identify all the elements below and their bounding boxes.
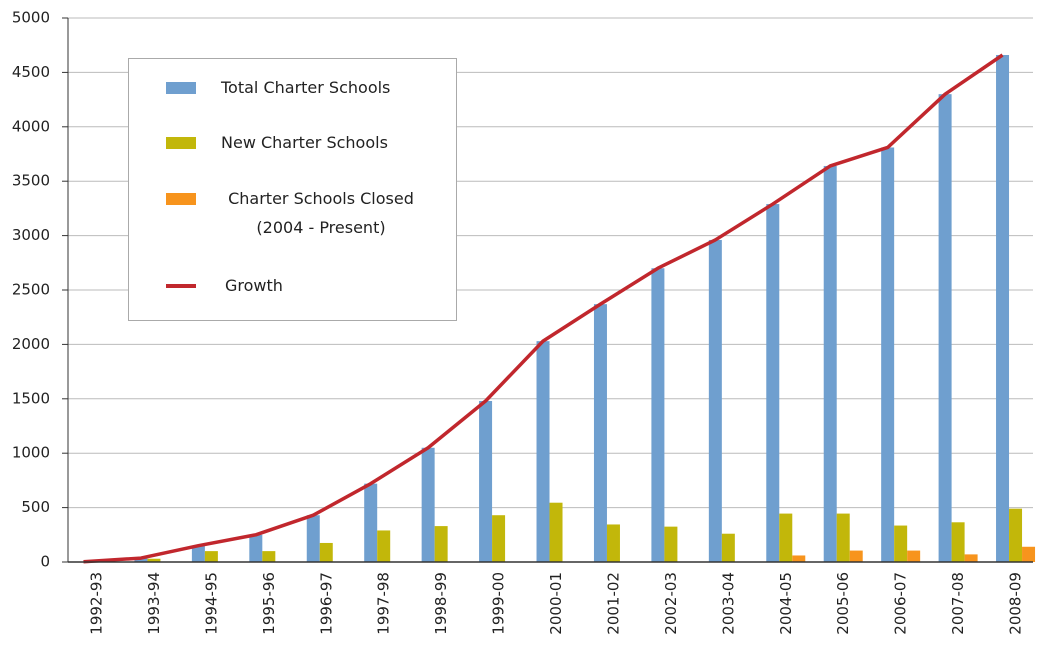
x-tick-label: 2001-02	[604, 572, 622, 635]
bar	[907, 550, 921, 562]
bar	[134, 558, 148, 562]
bar	[549, 502, 563, 562]
bar	[249, 534, 263, 562]
bar	[364, 483, 378, 562]
x-tick-label: 2006-07	[892, 572, 910, 635]
legend-label: Charter Schools Closed (2004 - Present)	[228, 189, 414, 237]
x-tick-label: 2008-09	[1007, 572, 1025, 635]
legend-label: Growth	[225, 276, 283, 295]
y-tick-label: 2500	[12, 281, 50, 299]
y-tick-label: 1500	[12, 389, 50, 407]
bar	[434, 526, 448, 562]
y-tick-label: 4500	[12, 63, 50, 81]
bar	[536, 341, 550, 562]
bar	[606, 524, 620, 562]
bar	[938, 94, 952, 562]
bar	[204, 551, 218, 562]
bar	[836, 513, 850, 562]
bar	[792, 555, 806, 562]
y-tick-label: 500	[21, 498, 50, 516]
legend-swatch	[166, 82, 196, 94]
x-tick-label: 2000-01	[547, 572, 565, 635]
bar	[964, 554, 978, 562]
bar	[262, 551, 276, 562]
bar	[1022, 546, 1036, 562]
bar	[708, 239, 722, 562]
x-tick-label: 1993-94	[145, 572, 163, 635]
legend-swatch	[166, 137, 196, 149]
legend-swatch	[166, 284, 196, 288]
x-tick-label: 1995-96	[260, 572, 278, 635]
y-tick-label: 3500	[12, 172, 50, 190]
x-tick-label: 2004-05	[777, 572, 795, 635]
bar	[191, 545, 205, 562]
growth-line	[83, 53, 1004, 564]
y-tick-label: 1000	[12, 444, 50, 462]
bar	[894, 525, 908, 562]
x-tick-label: 1992-93	[88, 572, 106, 635]
x-tick-label: 1997-98	[375, 572, 393, 635]
bar	[421, 447, 435, 562]
x-tick-label: 2002-03	[662, 572, 680, 635]
y-tick-label: 4000	[12, 117, 50, 135]
bar	[147, 558, 161, 562]
bar	[664, 526, 678, 562]
x-tick-label: 2007-08	[949, 572, 967, 635]
y-tick-label: 5000	[12, 9, 50, 27]
bar	[951, 522, 965, 562]
bar	[849, 550, 863, 562]
x-tick-label: 2003-04	[719, 572, 737, 635]
x-tick-label: 1994-95	[202, 572, 220, 635]
x-tick-label: 2005-06	[834, 572, 852, 635]
y-tick-label: 2000	[12, 335, 50, 353]
bar	[479, 400, 493, 562]
bar	[319, 542, 333, 562]
bar	[996, 54, 1010, 562]
bar	[377, 530, 391, 562]
legend: Total Charter Schools New Charter Schools…	[128, 58, 457, 321]
bar	[1009, 508, 1023, 562]
bar	[881, 147, 895, 563]
y-tick-label: 0	[40, 553, 50, 571]
bar	[593, 304, 607, 562]
x-tick-label: 1996-97	[317, 572, 335, 635]
y-tick-label: 3000	[12, 226, 50, 244]
bar	[651, 268, 665, 562]
bar	[766, 204, 780, 562]
legend-label: Total Charter Schools	[221, 78, 391, 97]
bar	[779, 513, 793, 562]
legend-swatch	[166, 193, 196, 205]
x-tick-label: 1998-99	[432, 572, 450, 635]
x-tick-label: 1999-00	[490, 572, 508, 635]
bar	[306, 515, 320, 562]
bar	[492, 515, 506, 562]
bar	[823, 165, 837, 562]
legend-label: New Charter Schools	[221, 133, 388, 152]
bar	[721, 533, 735, 562]
